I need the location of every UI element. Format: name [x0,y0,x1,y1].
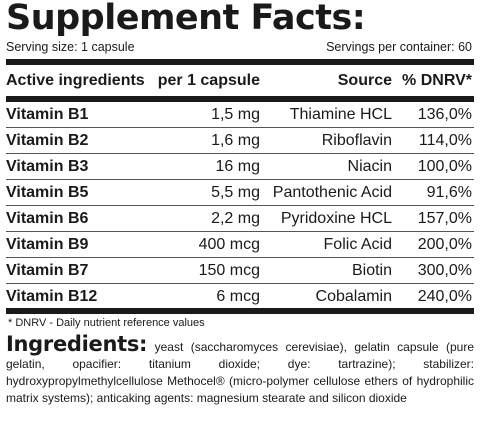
table-row: Vitamin B1 1,5 mg Thiamine HCL 136,0% [6,102,472,128]
table-header: Active ingredients per 1 capsule Source … [6,68,472,94]
serving-size: Serving size: 1 capsule [6,40,135,54]
dnrv-percent: 91,6% [426,184,472,201]
amount-per-capsule: 5,5 mg [211,184,260,201]
nutrient-source: Riboflavin [321,132,392,149]
serving-info: Serving size: 1 capsule Servings per con… [6,38,472,56]
table-row: Vitamin B3 16 mg Niacin 100,0% [6,154,472,180]
panel-title: Supplement Facts: [6,0,366,38]
header-divider-bottom [6,96,474,102]
dnrv-percent: 157,0% [417,210,472,227]
dnrv-percent: 300,0% [417,262,472,279]
col-header-ingredient: Active ingredients [6,72,145,89]
row-divider [6,283,474,284]
nutrient-name: Vitamin B7 [6,262,89,279]
table-row: Vitamin B2 1,6 mg Riboflavin 114,0% [6,128,472,154]
ingredients-block: Ingredients: yeast (saccharomyces cerevi… [6,334,474,407]
nutrient-name: Vitamin B6 [6,210,89,227]
nutrient-source: Thiamine HCL [289,106,392,123]
dnrv-percent: 200,0% [417,236,472,253]
nutrient-source: Biotin [351,262,392,279]
dnrv-percent: 100,0% [417,158,472,175]
row-divider [6,257,474,258]
nutrient-name: Vitamin B9 [6,236,89,253]
row-divider [6,179,474,180]
row-divider [6,127,474,128]
row-divider [6,231,474,232]
table-row: Vitamin B12 6 mcg Cobalamin 240,0% [6,284,472,310]
amount-per-capsule: 150 mcg [198,262,260,279]
nutrient-source: Folic Acid [323,236,392,253]
table-row: Vitamin B7 150 mcg Biotin 300,0% [6,258,472,284]
nutrient-source: Niacin [347,158,392,175]
amount-per-capsule: 16 mg [215,158,260,175]
row-divider [6,205,474,206]
col-header-amount: per 1 capsule [157,72,260,89]
amount-per-capsule: 2,2 mg [211,210,260,227]
row-divider [6,153,474,154]
nutrient-source: Pyridoxine HCL [280,210,392,227]
nutrient-source: Pantothenic Acid [272,184,392,201]
amount-per-capsule: 1,5 mg [211,106,260,123]
amount-per-capsule: 1,6 mg [211,132,260,149]
col-header-source: Source [337,72,392,89]
nutrient-name: Vitamin B3 [6,158,89,175]
dnrv-percent: 114,0% [418,132,472,149]
amount-per-capsule: 400 mcg [198,236,260,253]
dnrv-percent: 240,0% [417,288,472,305]
col-header-dnrv: % DNRV* [402,72,472,89]
table-divider-bottom [6,308,474,314]
table-row: Vitamin B9 400 mcg Folic Acid 200,0% [6,232,472,258]
nutrient-name: Vitamin B5 [6,184,89,201]
table-row: Vitamin B6 2,2 mg Pyridoxine HCL 157,0% [6,206,472,232]
nutrient-name: Vitamin B12 [6,288,98,305]
footnote: * DNRV - Daily nutrient reference values [8,317,205,329]
ingredients-text: yeast (saccharomyces cerevisiae), gelati… [6,340,474,405]
nutrient-name: Vitamin B2 [6,132,89,149]
header-divider-top [6,59,474,65]
ingredients-label: Ingredients: [6,332,148,356]
amount-per-capsule: 6 mcg [216,288,260,305]
table-row: Vitamin B5 5,5 mg Pantothenic Acid 91,6% [6,180,472,206]
nutrient-name: Vitamin B1 [6,106,89,123]
servings-per-container: Servings per container: 60 [326,40,472,54]
nutrient-source: Cobalamin [315,288,392,305]
dnrv-percent: 136,0% [417,106,472,123]
